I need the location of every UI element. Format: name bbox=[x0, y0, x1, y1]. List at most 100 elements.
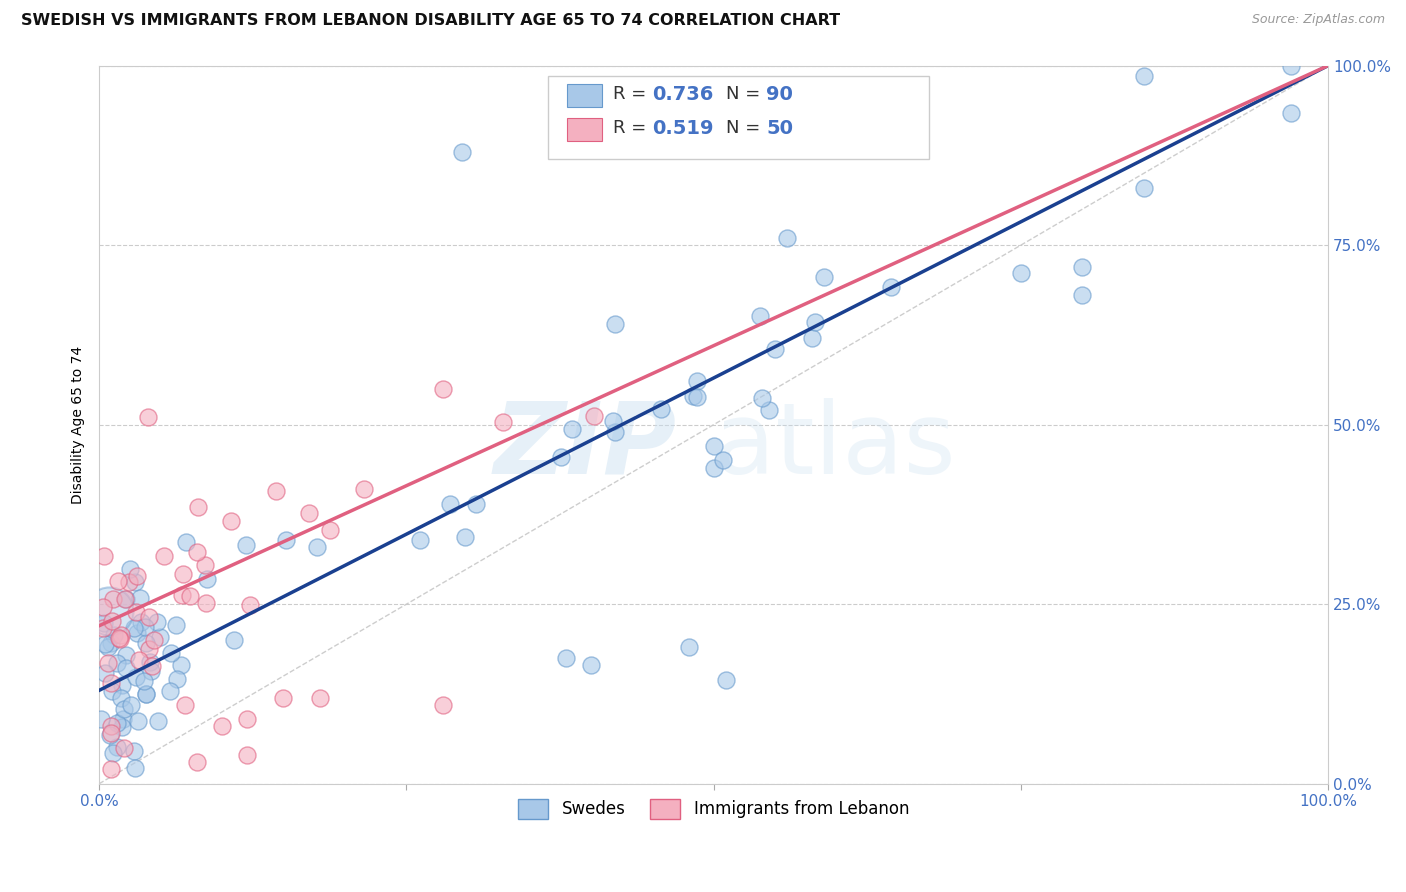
Point bbox=[107, 574, 129, 588]
Text: 0.736: 0.736 bbox=[652, 85, 714, 103]
Point bbox=[97, 604, 120, 618]
Point bbox=[100, 763, 122, 777]
Point bbox=[685, 390, 707, 404]
Point bbox=[139, 664, 162, 678]
Point bbox=[1133, 69, 1156, 83]
Point bbox=[602, 414, 624, 428]
Point bbox=[298, 506, 321, 520]
Point bbox=[813, 269, 835, 284]
Point bbox=[135, 687, 157, 701]
Point bbox=[117, 575, 139, 590]
Point bbox=[605, 317, 627, 331]
Point bbox=[125, 669, 148, 683]
Point bbox=[749, 309, 772, 323]
Point bbox=[143, 632, 166, 647]
Point bbox=[135, 635, 157, 649]
Point bbox=[97, 640, 120, 655]
FancyBboxPatch shape bbox=[568, 84, 602, 106]
Point bbox=[1071, 288, 1094, 302]
Point bbox=[682, 389, 704, 403]
Text: 0.519: 0.519 bbox=[652, 119, 714, 137]
Text: R =: R = bbox=[613, 119, 652, 137]
Point bbox=[179, 589, 201, 603]
Point bbox=[125, 626, 148, 640]
Point bbox=[763, 342, 786, 356]
Point bbox=[93, 600, 115, 615]
Point bbox=[561, 422, 583, 436]
Text: N =: N = bbox=[725, 86, 766, 103]
Text: Source: ZipAtlas.com: Source: ZipAtlas.com bbox=[1251, 13, 1385, 27]
Point bbox=[555, 651, 578, 665]
Point bbox=[135, 687, 157, 701]
Point bbox=[100, 719, 122, 733]
Point bbox=[172, 567, 194, 582]
Point bbox=[195, 572, 218, 586]
Point bbox=[172, 588, 194, 602]
Point bbox=[274, 533, 297, 548]
Point bbox=[138, 642, 160, 657]
Point bbox=[711, 453, 734, 467]
Point bbox=[152, 549, 174, 563]
Point bbox=[146, 615, 169, 629]
Point bbox=[194, 558, 217, 572]
Point bbox=[170, 657, 193, 672]
Point bbox=[319, 523, 342, 537]
Point bbox=[235, 538, 257, 552]
Point bbox=[124, 574, 146, 589]
Point bbox=[118, 562, 141, 576]
Point bbox=[165, 618, 187, 632]
Point bbox=[124, 760, 146, 774]
Point bbox=[1133, 180, 1156, 194]
Point bbox=[91, 621, 114, 635]
Point bbox=[110, 628, 132, 642]
Point bbox=[111, 677, 134, 691]
Point bbox=[174, 698, 197, 712]
Point bbox=[703, 439, 725, 453]
Point bbox=[134, 620, 156, 634]
Point bbox=[880, 280, 903, 294]
Point bbox=[110, 632, 132, 646]
Point bbox=[211, 719, 233, 733]
Point bbox=[93, 615, 115, 630]
Text: R =: R = bbox=[613, 86, 652, 103]
Point bbox=[650, 401, 672, 416]
Point bbox=[450, 145, 472, 159]
Point bbox=[174, 535, 197, 549]
Point bbox=[136, 410, 159, 425]
Point bbox=[128, 653, 150, 667]
Point bbox=[187, 500, 209, 515]
Point bbox=[129, 591, 152, 606]
Point bbox=[703, 460, 725, 475]
FancyBboxPatch shape bbox=[548, 77, 929, 159]
Point bbox=[114, 661, 136, 675]
Point bbox=[219, 514, 242, 528]
Point bbox=[101, 746, 124, 760]
Point bbox=[114, 592, 136, 607]
Point bbox=[90, 712, 112, 726]
Point bbox=[122, 621, 145, 635]
Text: atlas: atlas bbox=[714, 398, 955, 495]
Point bbox=[800, 331, 823, 345]
Point bbox=[100, 636, 122, 650]
Point bbox=[186, 544, 208, 558]
Point bbox=[101, 591, 124, 606]
Point bbox=[141, 658, 163, 673]
Point bbox=[432, 382, 454, 396]
Text: 90: 90 bbox=[766, 85, 793, 103]
Point bbox=[1071, 260, 1094, 274]
Point bbox=[120, 698, 142, 712]
Legend: Swedes, Immigrants from Lebanon: Swedes, Immigrants from Lebanon bbox=[512, 792, 915, 826]
Point bbox=[94, 637, 117, 651]
Point bbox=[138, 610, 160, 624]
Point bbox=[129, 615, 152, 629]
Point bbox=[112, 740, 135, 755]
Point bbox=[108, 632, 131, 646]
Point bbox=[1279, 106, 1302, 120]
Point bbox=[101, 684, 124, 698]
Point bbox=[751, 392, 773, 406]
Text: 50: 50 bbox=[766, 119, 793, 137]
Point bbox=[264, 483, 287, 498]
Point bbox=[409, 533, 432, 547]
Point bbox=[97, 656, 120, 670]
Text: N =: N = bbox=[725, 119, 766, 137]
